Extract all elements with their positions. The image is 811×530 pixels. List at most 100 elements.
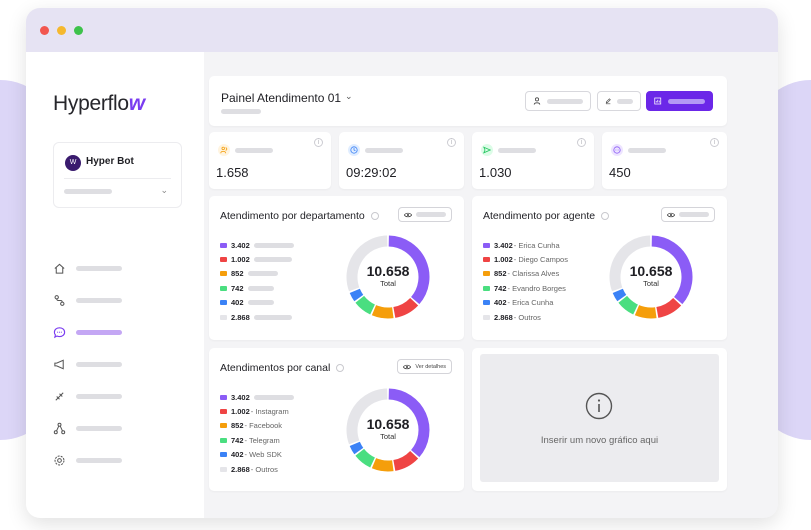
sidebar-item-label	[76, 457, 122, 463]
donut-total: 10.658	[629, 263, 673, 279]
legend-value: 2.868	[494, 312, 513, 322]
legend-label: - Instagram	[250, 407, 289, 417]
legend-label: - Clarissa Alves	[507, 269, 560, 279]
kpi-label-placeholder	[235, 148, 273, 153]
sidebar-item-integrations[interactable]	[52, 380, 122, 412]
chat-bubble-icon	[611, 144, 623, 156]
legend-item: 3.402	[220, 238, 294, 252]
donut-center: 10.658 Total	[344, 416, 432, 441]
donut-slice[interactable]	[388, 388, 430, 458]
add-chart-dropzone[interactable]: Inserir um novo gráfico aqui	[480, 354, 719, 482]
chart-icon	[654, 97, 662, 105]
chart-legend: 3.402 1.002 852 742 402 2.868	[220, 238, 294, 324]
donut-center: 10.658 Total	[344, 263, 432, 288]
sidebar-item-chat[interactable]	[52, 316, 122, 348]
donut-total-label: Total	[643, 279, 659, 288]
flow-icon	[52, 293, 66, 307]
sidebar-item-settings[interactable]	[52, 444, 122, 476]
donut-slice[interactable]	[612, 288, 627, 302]
kpi-label-placeholder	[498, 148, 536, 153]
legend-swatch	[220, 285, 227, 291]
legend-swatch	[220, 466, 227, 472]
network-icon	[52, 421, 66, 435]
view-details-button[interactable]: Ver detalhes	[397, 359, 452, 374]
report-button[interactable]	[646, 91, 713, 111]
legend-swatch	[483, 285, 490, 291]
donut-slice[interactable]	[349, 441, 364, 455]
chevron-down-icon[interactable]: ⌄	[345, 91, 353, 101]
sidebar-item-home[interactable]	[52, 252, 122, 284]
donut-slice[interactable]	[634, 304, 657, 319]
megaphone-icon	[52, 357, 66, 371]
donut-slice[interactable]	[346, 235, 388, 292]
eye-icon	[667, 212, 675, 217]
bot-selector-card[interactable]: W Hyper Bot ⌄	[53, 142, 182, 208]
view-details-button[interactable]	[661, 207, 715, 222]
donut-total: 10.658	[366, 416, 410, 432]
donut-slice[interactable]	[355, 295, 376, 315]
sidebar-item-network[interactable]	[52, 412, 122, 444]
info-icon[interactable]: i	[577, 138, 586, 147]
legend-value: 852	[494, 269, 507, 279]
donut-slice[interactable]	[609, 235, 651, 292]
legend-value: 402	[231, 450, 244, 460]
info-icon[interactable]	[370, 212, 379, 221]
donut-svg	[609, 235, 693, 319]
legend-value: 402	[494, 298, 507, 308]
donut-slice[interactable]	[393, 450, 419, 471]
panel-title-text: Atendimento por agente	[483, 210, 596, 222]
info-icon[interactable]	[336, 364, 345, 373]
info-icon[interactable]	[601, 212, 610, 221]
close-window-button[interactable]	[40, 25, 49, 35]
donut-slice[interactable]	[388, 235, 430, 305]
maximize-window-button[interactable]	[74, 25, 83, 35]
donut-slice[interactable]	[656, 297, 682, 318]
sidebar: Hyperflow W Hyper Bot ⌄	[26, 52, 204, 518]
legend-swatch	[220, 300, 227, 306]
info-icon[interactable]: i	[447, 138, 456, 147]
info-icon[interactable]: i	[710, 138, 719, 147]
donut-slice[interactable]	[346, 388, 388, 445]
logo-mark: w	[128, 92, 145, 115]
chevron-down-icon[interactable]: ⌄	[160, 185, 168, 195]
donut-slice[interactable]	[618, 295, 639, 315]
button-label-placeholder	[679, 212, 709, 217]
donut-slice[interactable]	[651, 235, 693, 305]
legend-swatch	[220, 257, 227, 263]
sidebar-item-flows[interactable]	[52, 284, 122, 316]
minimize-window-button[interactable]	[57, 25, 66, 35]
donut-slice[interactable]	[393, 297, 419, 318]
info-icon[interactable]: i	[314, 138, 323, 147]
legend-label-placeholder	[253, 394, 294, 400]
legend-label-placeholder	[253, 314, 292, 320]
kpi-label-placeholder	[628, 148, 666, 153]
legend-item: 402 - Web SDK	[220, 448, 294, 462]
donut-svg	[346, 388, 430, 472]
sidebar-item-campaigns[interactable]	[52, 348, 122, 380]
sidebar-item-label	[76, 425, 122, 431]
donut-slice[interactable]	[349, 288, 364, 302]
user-filter-button[interactable]	[525, 91, 591, 111]
window-titlebar	[26, 8, 778, 52]
donut-slice[interactable]	[371, 457, 394, 472]
legend-swatch	[220, 437, 227, 443]
legend-value: 742	[494, 283, 507, 293]
legend-value: 852	[231, 269, 244, 279]
legend-swatch	[483, 271, 490, 277]
view-details-button[interactable]	[398, 207, 452, 222]
donut-slice[interactable]	[371, 304, 394, 319]
legend-item: 852 - Clarissa Alves	[483, 267, 568, 281]
user-icon	[533, 97, 541, 105]
legend-value: 402	[231, 298, 244, 308]
sidebar-item-label	[76, 297, 122, 303]
edit-button[interactable]	[597, 91, 641, 111]
legend-swatch	[483, 300, 490, 306]
dashboard-header: Painel Atendimento 01 ⌄	[209, 76, 727, 126]
donut-slice[interactable]	[355, 448, 376, 468]
bot-select-placeholder	[64, 189, 112, 194]
legend-swatch	[220, 452, 227, 458]
legend-swatch	[220, 394, 227, 400]
donut-total-label: Total	[380, 432, 396, 441]
chart-panel-agente: Atendimento por agente 3.402 - Erica Cun…	[472, 196, 727, 340]
kpi-value: 1.658	[216, 165, 249, 180]
